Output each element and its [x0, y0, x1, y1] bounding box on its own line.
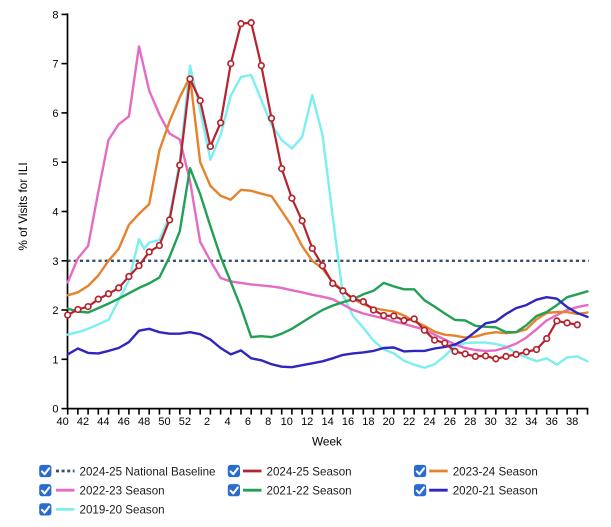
svg-text:2023-24 Season: 2023-24 Season: [453, 465, 538, 478]
svg-text:4: 4: [224, 416, 230, 428]
svg-text:14: 14: [321, 416, 333, 428]
svg-text:38: 38: [566, 416, 578, 428]
svg-text:30: 30: [485, 416, 497, 428]
svg-text:48: 48: [138, 416, 150, 428]
svg-text:4: 4: [52, 207, 58, 219]
svg-text:42: 42: [77, 416, 89, 428]
svg-text:0: 0: [52, 404, 58, 416]
svg-text:1: 1: [52, 354, 58, 366]
svg-text:2024-25 National Baseline: 2024-25 National Baseline: [80, 465, 216, 478]
svg-text:18: 18: [362, 416, 374, 428]
svg-text:28: 28: [464, 416, 476, 428]
svg-text:3: 3: [52, 256, 58, 268]
svg-text:2: 2: [204, 416, 210, 428]
svg-text:2: 2: [52, 305, 58, 317]
svg-text:6: 6: [245, 416, 251, 428]
svg-text:8: 8: [52, 9, 58, 21]
svg-text:8: 8: [265, 416, 271, 428]
svg-text:2019-20 Season: 2019-20 Season: [80, 504, 165, 517]
svg-text:32: 32: [505, 416, 517, 428]
svg-text:50: 50: [158, 416, 170, 428]
svg-text:2024-25 Season: 2024-25 Season: [267, 465, 352, 478]
svg-text:22: 22: [403, 416, 415, 428]
svg-text:24: 24: [423, 416, 435, 428]
svg-text:36: 36: [546, 416, 558, 428]
svg-text:10: 10: [281, 416, 293, 428]
svg-text:16: 16: [342, 416, 354, 428]
svg-text:2021-22 Season: 2021-22 Season: [267, 485, 352, 498]
svg-text:20: 20: [383, 416, 395, 428]
svg-text:12: 12: [301, 416, 313, 428]
svg-text:2020-21 Season: 2020-21 Season: [453, 485, 538, 498]
svg-text:46: 46: [118, 416, 130, 428]
svg-text:Week: Week: [312, 435, 342, 449]
svg-text:34: 34: [525, 416, 537, 428]
svg-text:5: 5: [52, 157, 58, 169]
svg-text:% of Visits for ILI: % of Visits for ILI: [16, 162, 30, 250]
svg-text:2022-23 Season: 2022-23 Season: [80, 485, 165, 498]
svg-text:26: 26: [444, 416, 456, 428]
svg-text:52: 52: [179, 416, 191, 428]
svg-text:6: 6: [52, 108, 58, 120]
svg-text:44: 44: [97, 416, 109, 428]
svg-text:7: 7: [52, 59, 58, 71]
svg-text:40: 40: [56, 416, 68, 428]
